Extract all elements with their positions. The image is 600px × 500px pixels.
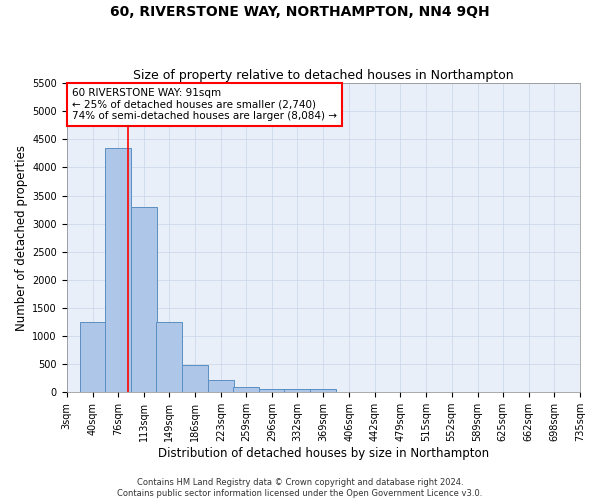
Bar: [310, 390, 336, 392]
Bar: [259, 389, 285, 392]
Y-axis label: Number of detached properties: Number of detached properties: [15, 144, 28, 330]
Bar: [284, 389, 310, 392]
Bar: [182, 364, 208, 392]
Bar: [156, 322, 182, 392]
Text: 60 RIVERSTONE WAY: 91sqm
← 25% of detached houses are smaller (2,740)
74% of sem: 60 RIVERSTONE WAY: 91sqm ← 25% of detach…: [72, 88, 337, 121]
Bar: [208, 380, 234, 392]
Title: Size of property relative to detached houses in Northampton: Size of property relative to detached ho…: [133, 69, 514, 82]
X-axis label: Distribution of detached houses by size in Northampton: Distribution of detached houses by size …: [158, 447, 489, 460]
Text: Contains HM Land Registry data © Crown copyright and database right 2024.
Contai: Contains HM Land Registry data © Crown c…: [118, 478, 482, 498]
Bar: [233, 387, 259, 392]
Text: 60, RIVERSTONE WAY, NORTHAMPTON, NN4 9QH: 60, RIVERSTONE WAY, NORTHAMPTON, NN4 9QH: [110, 5, 490, 19]
Bar: [80, 322, 106, 392]
Bar: [105, 148, 131, 392]
Bar: [131, 207, 157, 392]
